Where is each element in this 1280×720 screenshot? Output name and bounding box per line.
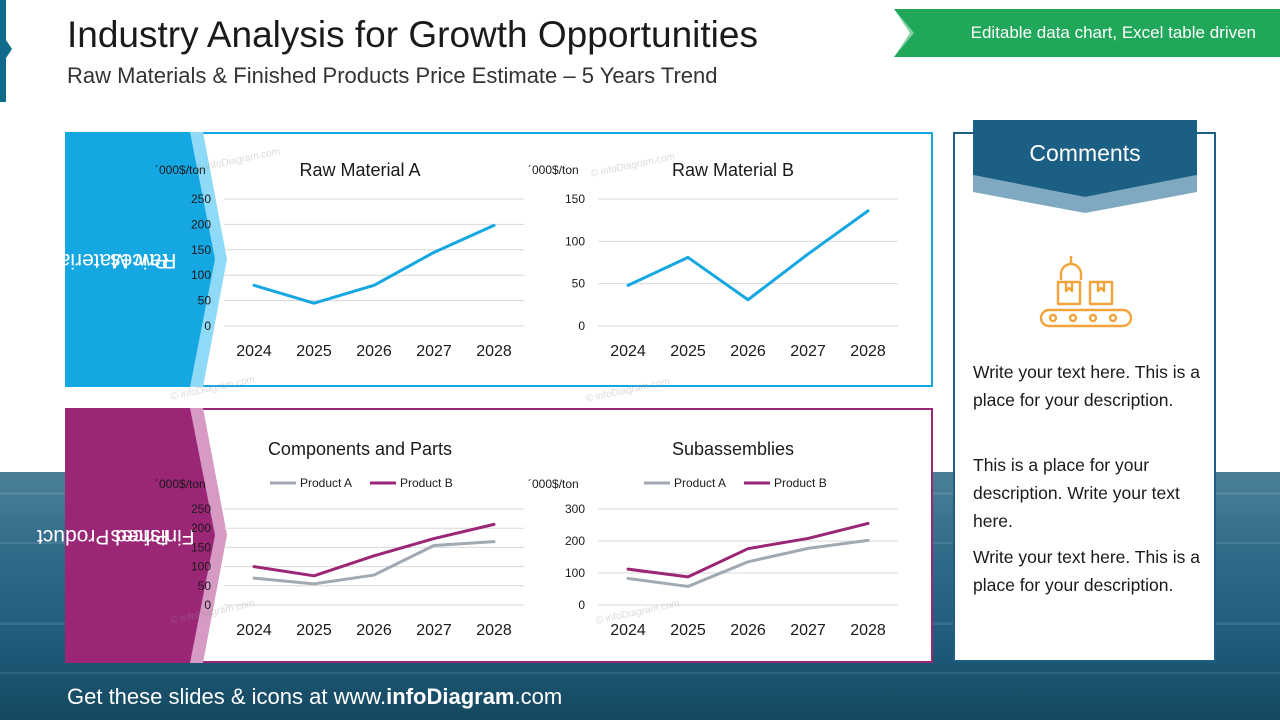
- footer-suffix: .com: [514, 684, 563, 709]
- raw-label-line-2: Prices: [110, 248, 169, 272]
- finished-label-line-2: Prices: [110, 524, 169, 548]
- left-accent-marker: [0, 0, 12, 102]
- finished-product-panel: Finished Product Prices: [37, 408, 933, 663]
- comments-title: Comments: [1029, 140, 1141, 166]
- comments-header-shape: [973, 120, 1197, 213]
- conveyor-belt-icon: [1039, 256, 1133, 328]
- footer-prefix: Get these slides & icons at www.: [67, 684, 387, 709]
- editable-chart-banner: Editable data chart, Excel table driven: [894, 9, 1280, 57]
- footer-link[interactable]: Get these slides & icons at www.infoDiag…: [67, 684, 562, 710]
- footer-brand: infoDiagram: [386, 684, 515, 709]
- comment-paragraph-2: This is a place for your description. Wr…: [973, 455, 1180, 531]
- raw-side-tab-shape: [65, 132, 227, 387]
- comment-paragraph-1: Write your text here. This is a place fo…: [973, 362, 1200, 410]
- comment-paragraph-3: Write your text here. This is a place fo…: [973, 547, 1200, 595]
- page-title: Industry Analysis for Growth Opportuniti…: [67, 14, 758, 55]
- raw-material-side-label: Raw Material Prices: [54, 132, 190, 387]
- finished-side-tab-shape: [65, 408, 227, 663]
- comments-panel: Comments Write your text here. This is a…: [953, 120, 1216, 662]
- page-subtitle: Raw Materials & Finished Products Price …: [67, 63, 718, 88]
